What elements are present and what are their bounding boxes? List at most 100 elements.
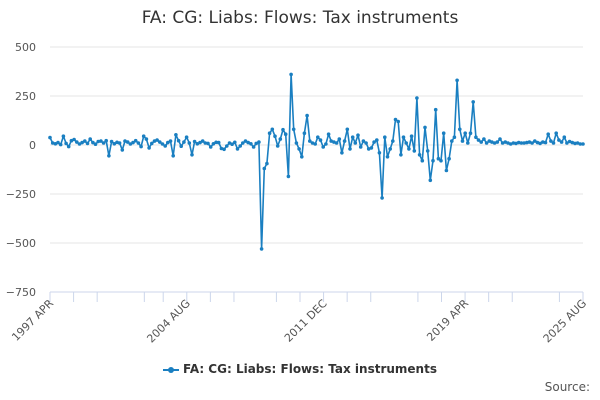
- data-point: [101, 141, 106, 145]
- legend-line-icon: [163, 366, 179, 373]
- data-point: [211, 142, 216, 146]
- data-point: [559, 140, 564, 144]
- data-point: [131, 140, 135, 145]
- data-point: [439, 158, 443, 163]
- data-point: [329, 139, 334, 143]
- y-tick-label: 250: [15, 90, 36, 103]
- data-point: [431, 158, 435, 163]
- data-point: [557, 138, 561, 142]
- data-point: [380, 196, 384, 200]
- data-point: [348, 147, 352, 151]
- data-point: [190, 153, 194, 157]
- axes: [49, 291, 584, 302]
- data-point: [308, 139, 312, 143]
- data-point: [91, 140, 95, 145]
- data-point: [174, 133, 178, 137]
- data-point: [409, 134, 414, 138]
- data-point: [321, 145, 326, 149]
- data-point: [356, 133, 360, 137]
- data-point: [195, 142, 200, 146]
- data-point: [441, 131, 446, 135]
- data-point: [241, 141, 245, 145]
- data-point: [80, 140, 84, 145]
- y-tick-label: 500: [15, 41, 36, 54]
- data-point: [447, 156, 451, 161]
- data-point: [262, 166, 267, 171]
- data-point: [249, 142, 253, 146]
- data-point: [345, 127, 350, 132]
- data-point: [436, 156, 441, 161]
- data-point: [300, 155, 304, 159]
- data-point: [514, 141, 518, 146]
- data-point: [498, 137, 502, 141]
- data-point: [372, 140, 376, 144]
- data-point: [230, 142, 234, 146]
- data-point: [337, 137, 342, 141]
- data-point: [155, 138, 159, 142]
- data-point: [179, 144, 183, 148]
- data-point: [251, 145, 256, 149]
- legend[interactable]: FA: CG: Liabs: Flows: Tax instruments: [0, 362, 600, 376]
- data-point: [466, 141, 470, 145]
- data-point: [399, 153, 403, 157]
- data-point: [401, 135, 406, 139]
- data-point: [238, 144, 242, 148]
- x-tick-label: 2011 DEC: [282, 297, 330, 345]
- data-point: [342, 139, 347, 143]
- data-point: [58, 142, 63, 147]
- data-point: [107, 154, 111, 158]
- data-point: [176, 138, 181, 143]
- data-point: [388, 147, 393, 151]
- data-point: [72, 137, 76, 142]
- data-point: [575, 141, 580, 145]
- data-point: [391, 139, 395, 143]
- data-point: [334, 141, 339, 145]
- chart-title: FA: CG: Liabs: Flows: Tax instruments: [141, 8, 459, 28]
- data-point: [479, 140, 484, 144]
- data-point: [117, 141, 122, 145]
- data-point: [562, 135, 567, 139]
- legend-marker-icon: [168, 366, 174, 373]
- data-point: [61, 134, 66, 138]
- y-tick-label: −250: [6, 188, 36, 201]
- data-point: [166, 140, 170, 145]
- data-point: [366, 147, 371, 151]
- data-point: [316, 135, 320, 139]
- data-point: [420, 158, 425, 163]
- data-point: [549, 139, 553, 143]
- data-point: [48, 135, 52, 140]
- data-point: [267, 131, 272, 135]
- data-point: [375, 138, 379, 142]
- data-point: [482, 137, 486, 141]
- data-point: [460, 139, 465, 143]
- data-point: [225, 144, 229, 148]
- data-point: [203, 141, 208, 145]
- gridlines: [50, 46, 583, 293]
- data-point: [468, 131, 473, 135]
- data-point: [259, 247, 264, 251]
- source-label: Source:: [544, 380, 590, 394]
- data-point: [75, 140, 79, 144]
- data-point: [415, 96, 419, 100]
- data-point: [361, 139, 366, 143]
- data-point: [546, 132, 550, 136]
- data-point: [50, 141, 55, 145]
- data-point: [233, 140, 237, 145]
- data-point: [163, 144, 167, 148]
- data-point: [235, 147, 240, 151]
- data-point: [286, 174, 291, 179]
- data-point: [270, 127, 275, 132]
- x-tick-label: 2025 AUG: [541, 297, 590, 346]
- data-point: [433, 107, 438, 112]
- data-point: [425, 149, 430, 153]
- data-point: [554, 131, 558, 135]
- data-point: [350, 135, 355, 139]
- data-point: [565, 141, 569, 145]
- data-point: [144, 137, 149, 141]
- data-point: [522, 141, 526, 145]
- data-point: [187, 141, 192, 145]
- data-point: [417, 153, 422, 157]
- data-point: [310, 141, 315, 145]
